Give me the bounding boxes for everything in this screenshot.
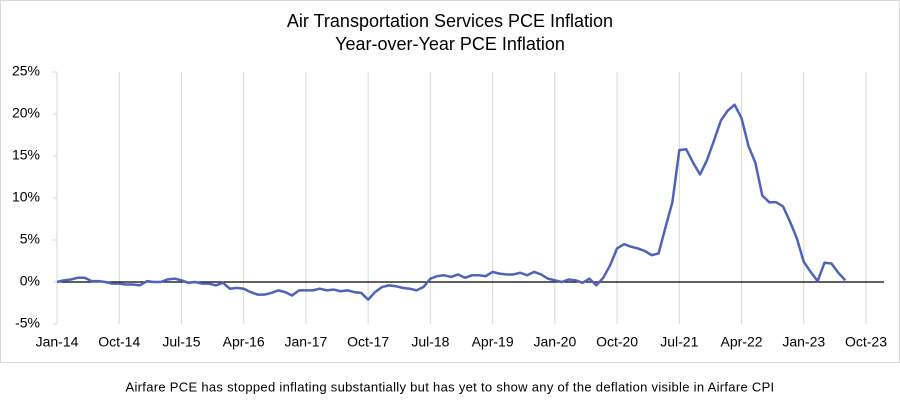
x-tick-label: Jan-17 [285,334,328,350]
x-tick-label: Jan-14 [36,334,79,350]
y-tick-label: -5% [15,315,40,331]
chart-subtitle: Year-over-Year PCE Inflation [335,34,565,54]
annotation: Airfare PCE has stopped inflating substa… [126,379,775,394]
x-tick-label: Apr-22 [721,334,763,350]
x-tick-label: Jan-23 [782,334,825,350]
x-tick-label: Oct-14 [98,334,140,350]
y-tick-label: 15% [12,147,40,163]
data-line [56,103,847,301]
chart-title: Air Transportation Services PCE Inflatio… [287,11,613,31]
x-tick-label: Oct-20 [596,334,638,350]
x-tick-label: Oct-17 [347,334,389,350]
x-tick-label: Oct-23 [845,334,887,350]
x-tick-label: Jan-20 [533,334,576,350]
x-tick-label: Apr-19 [472,334,514,350]
y-tick-label: 5% [20,231,40,247]
y-tick-label: 0% [20,273,40,289]
x-tick-label: Jul-21 [660,334,698,350]
y-tick-label: 25% [12,63,40,79]
y-tick-label: 10% [12,189,40,205]
chart-frame [0,0,900,363]
x-tick-label: Jul-18 [411,334,449,350]
y-tick-label: 20% [12,105,40,121]
x-tick-label: Apr-16 [223,334,265,350]
x-tick-label: Jul-15 [162,334,200,350]
